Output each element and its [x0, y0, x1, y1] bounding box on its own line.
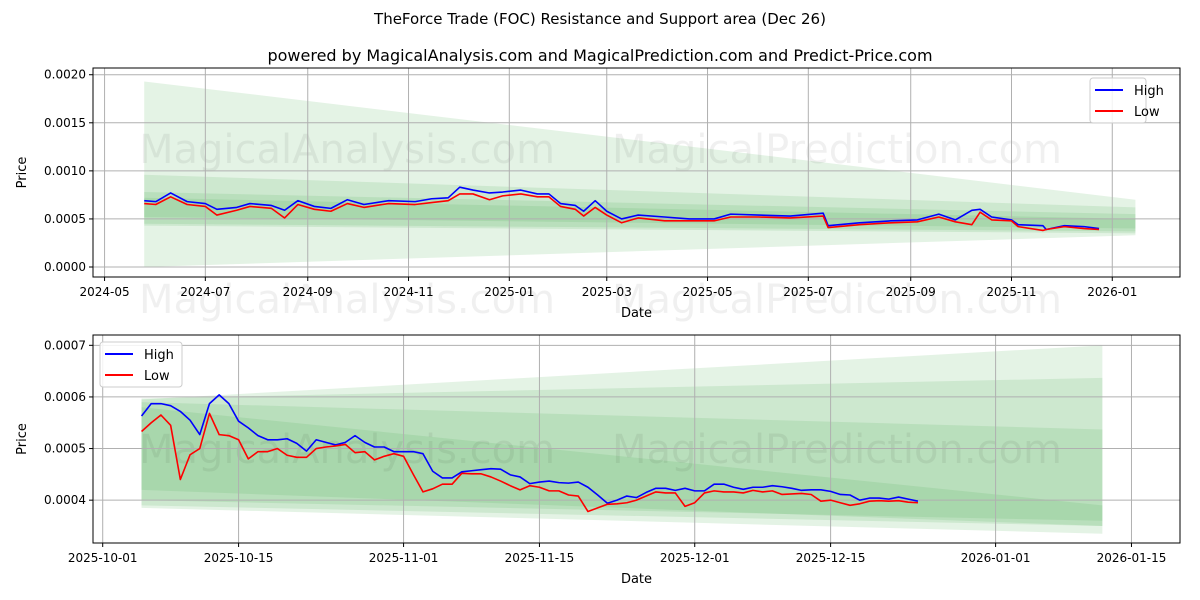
x-tick-label: 2025-10-01 — [68, 551, 138, 565]
x-tick-label: 2024-07 — [180, 285, 230, 299]
x-tick-label: 2025-09 — [886, 285, 936, 299]
y-axis-label: Price — [15, 423, 30, 455]
series-line-high — [140, 394, 919, 505]
y-tick-label: 0.0004 — [44, 493, 86, 507]
support-resistance-band — [141, 402, 1103, 521]
watermark: MagicalPrediction.com — [612, 427, 1062, 473]
chart-subtitle: powered by MagicalAnalysis.com and Magic… — [267, 46, 933, 65]
chart-1: MagicalAnalysis.com MagicalPrediction.com… — [15, 67, 1181, 323]
support-resistance-band — [141, 407, 1103, 526]
legend: High Low — [1089, 77, 1164, 124]
x-tick-label: 2026-01 — [1087, 285, 1137, 299]
x-axis-label: Date — [621, 572, 652, 587]
watermark: MagicalPrediction.com — [612, 277, 1062, 323]
x-axis-label: Date — [621, 306, 652, 321]
y-tick-label: 0.0005 — [44, 442, 86, 456]
chart-2: MagicalAnalysis.com MagicalPrediction.com… — [15, 334, 1181, 587]
watermark: MagicalPrediction.com — [612, 127, 1062, 173]
x-tick-label: 2025-11 — [986, 285, 1036, 299]
support-resistance-band — [141, 377, 1103, 526]
x-tick-label: 2025-07 — [783, 285, 833, 299]
support-resistance-band — [144, 81, 1136, 268]
series-line-high — [144, 186, 1100, 231]
y-tick-label: 0.0000 — [44, 260, 86, 274]
x-tick-label: 2025-12-01 — [660, 551, 730, 565]
chart-title: TheForce Trade (FOC) Resistance and Supp… — [374, 10, 826, 28]
legend-label-high: High — [1134, 84, 1164, 99]
plot-frame — [92, 334, 1181, 544]
x-tick-label: 2026-01-01 — [961, 551, 1031, 565]
x-tick-label: 2024-11 — [383, 285, 433, 299]
y-axis-label: Price — [15, 157, 30, 189]
x-tick-label: 2025-03 — [582, 285, 632, 299]
watermark: MagicalAnalysis.com — [139, 277, 555, 323]
legend-label-low: Low — [144, 369, 170, 384]
x-tick-label: 2025-12-15 — [796, 551, 866, 565]
watermark: MagicalAnalysis.com — [139, 127, 555, 173]
y-tick-label: 0.0020 — [44, 68, 86, 82]
y-tick-label: 0.0007 — [44, 338, 86, 352]
x-tick-label: 2025-11-15 — [505, 551, 575, 565]
x-tick-label: 2026-01-15 — [1097, 551, 1167, 565]
x-tick-label: 2024-05 — [79, 285, 129, 299]
watermark: MagicalAnalysis.com — [139, 427, 555, 473]
y-tick-label: 0.0015 — [44, 116, 86, 130]
x-tick-label: 2024-09 — [283, 285, 333, 299]
legend: High Low — [99, 341, 183, 388]
legend-label-high: High — [144, 348, 174, 363]
x-tick-label: 2025-01 — [484, 285, 534, 299]
y-tick-label: 0.0006 — [44, 390, 86, 404]
series-line-low — [144, 193, 1100, 232]
y-tick-label: 0.0005 — [44, 212, 86, 226]
series-line-low — [140, 412, 918, 513]
plot-frame — [92, 67, 1181, 278]
legend-label-low: Low — [1134, 105, 1160, 120]
support-resistance-band — [141, 345, 1103, 534]
y-tick-label: 0.0010 — [44, 164, 86, 178]
x-tick-label: 2025-05 — [682, 285, 732, 299]
x-tick-label: 2025-10-15 — [204, 551, 274, 565]
x-tick-label: 2025-11-01 — [369, 551, 439, 565]
